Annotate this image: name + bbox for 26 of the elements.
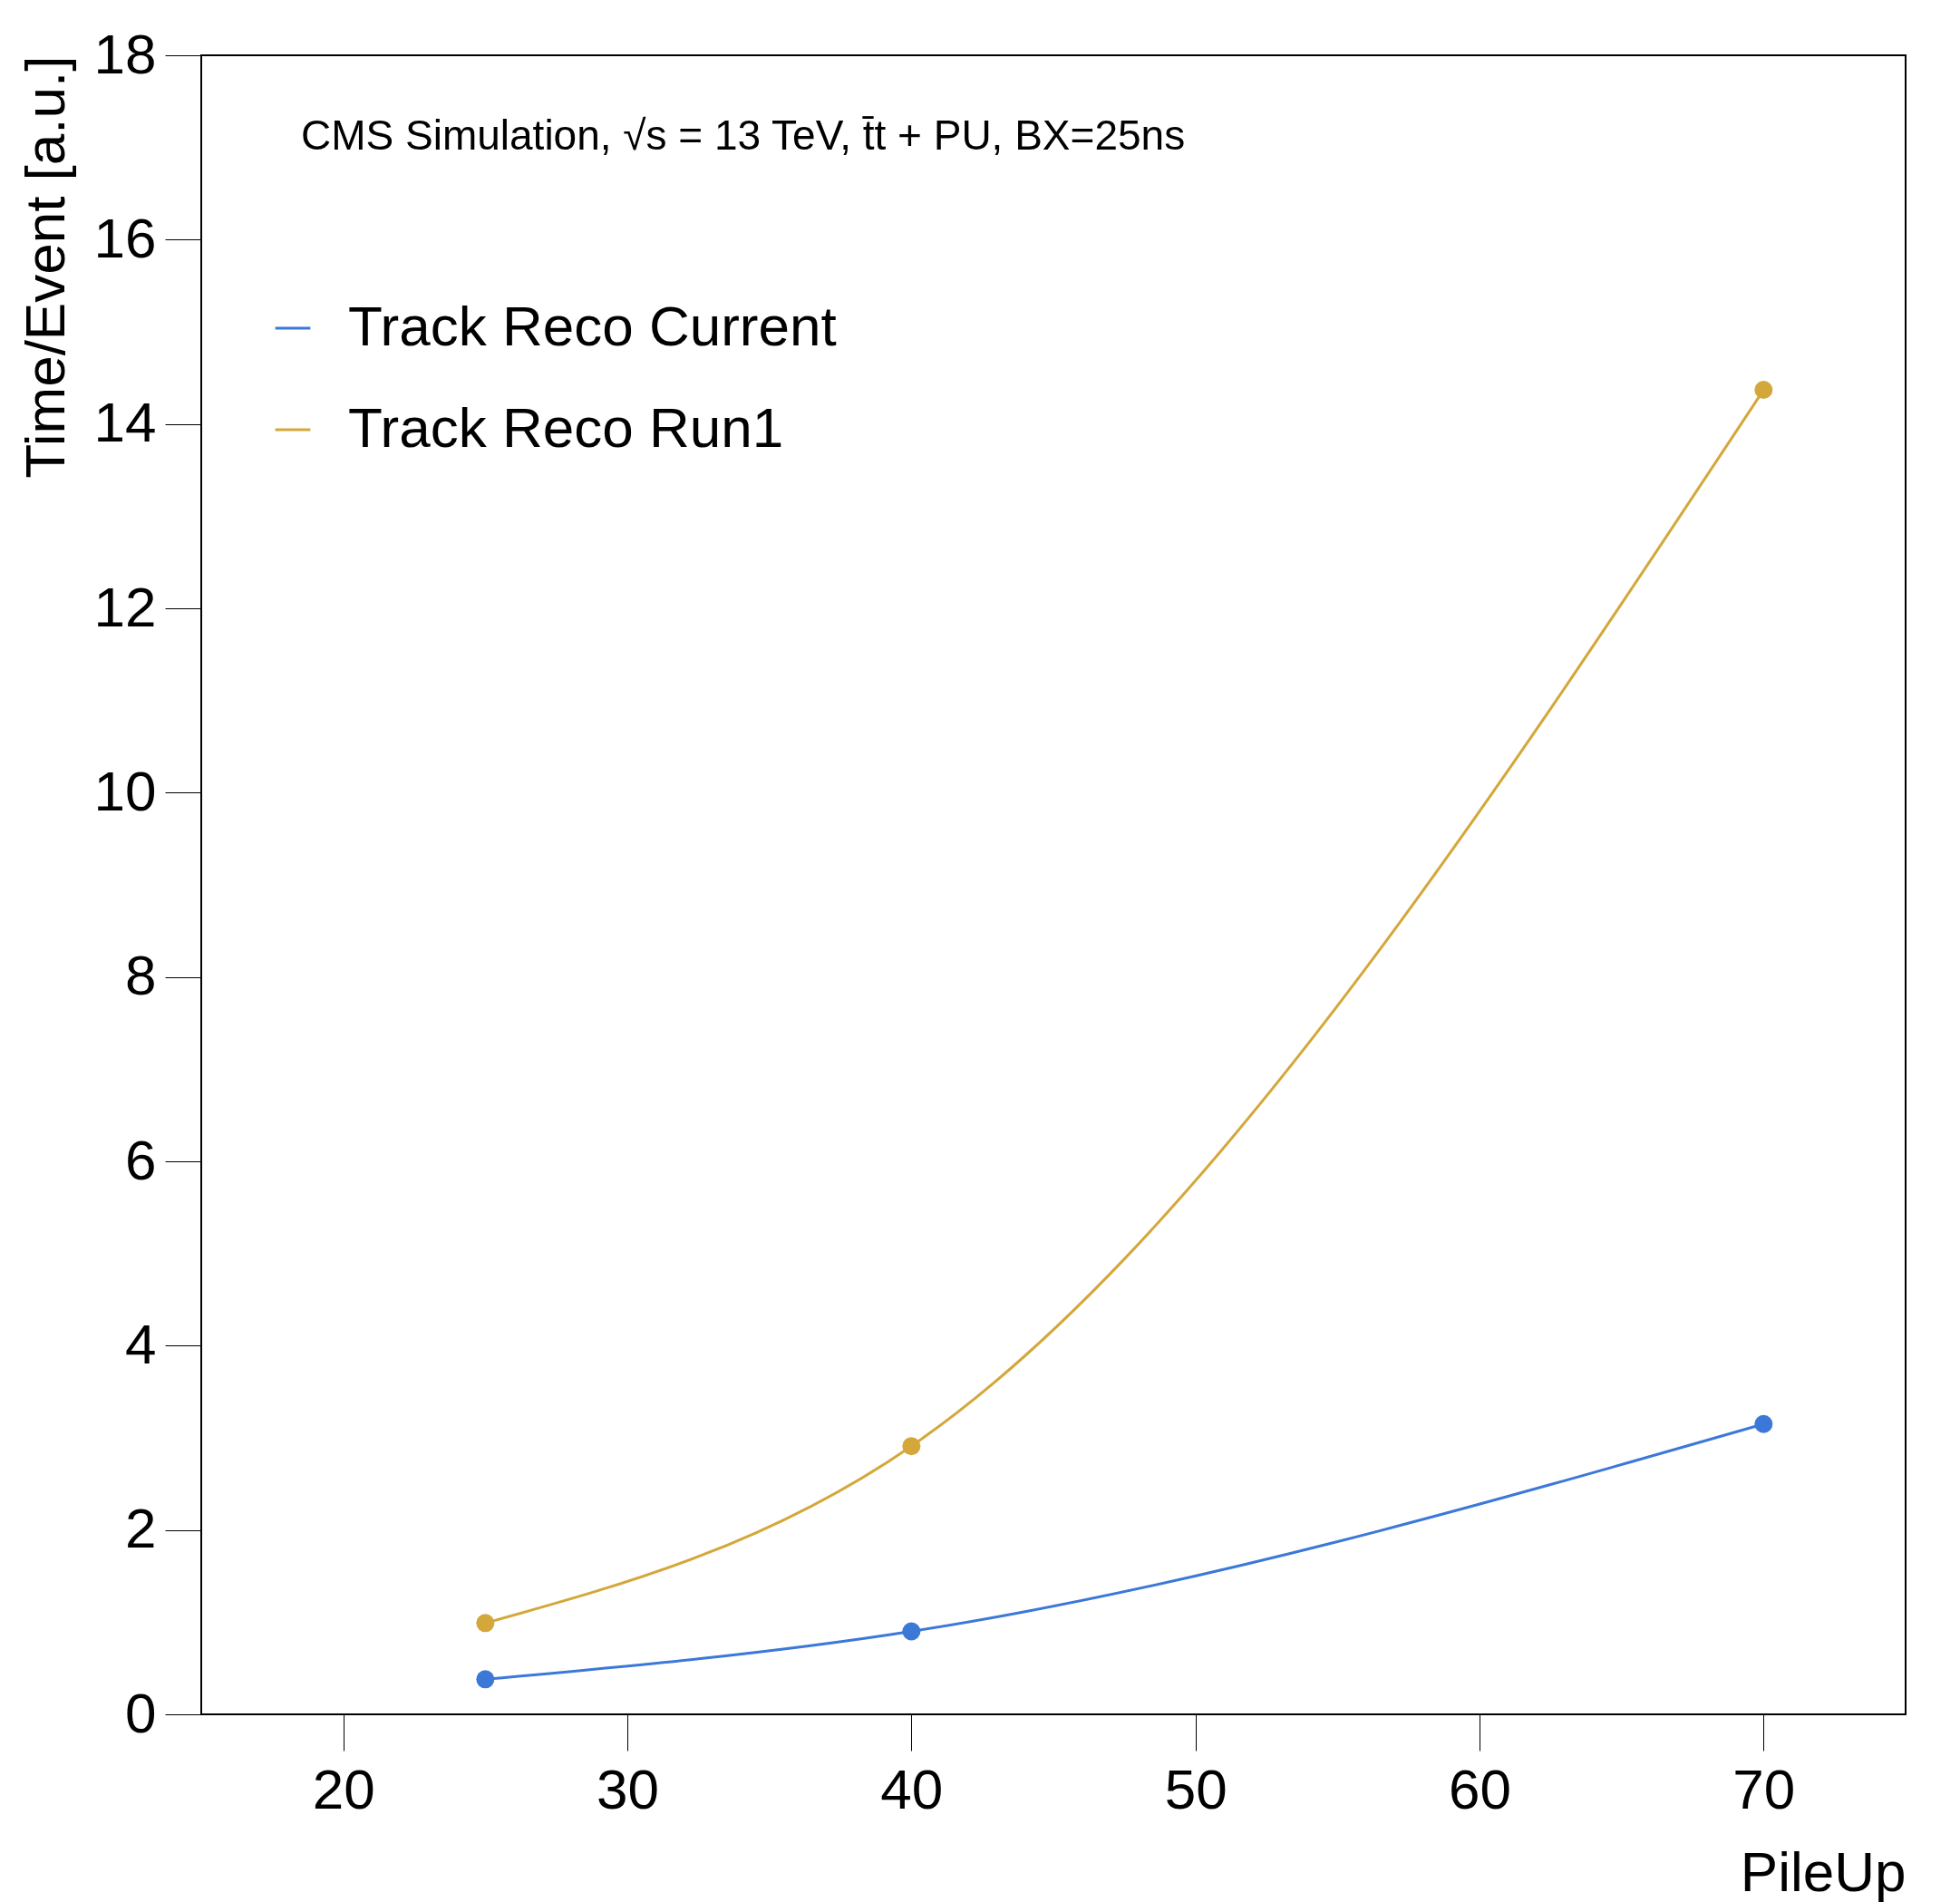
legend-label: Track Reco Run1 xyxy=(348,396,784,459)
legend-label: Track Reco Current xyxy=(348,295,837,357)
point xyxy=(476,1670,495,1689)
x-tick-label: 30 xyxy=(597,1757,659,1820)
annotation: CMS Simulation, √s = 13 TeV, t̄t + PU, BX=25ns xyxy=(301,112,1186,159)
point xyxy=(902,1437,921,1456)
y-tick-label: 12 xyxy=(93,575,157,638)
y-tick-label: 0 xyxy=(125,1681,157,1744)
y-axis-title: Time/Event [a.u.] xyxy=(13,55,76,479)
y-tick-label: 16 xyxy=(93,206,157,269)
y-tick-label: 10 xyxy=(93,759,157,822)
point xyxy=(902,1622,921,1641)
point xyxy=(1754,1414,1773,1433)
y-tick-label: 2 xyxy=(125,1497,157,1560)
x-tick-label: 60 xyxy=(1449,1757,1511,1820)
y-tick-label: 14 xyxy=(93,391,157,454)
x-tick-label: 70 xyxy=(1732,1757,1796,1820)
point xyxy=(1754,381,1773,400)
point xyxy=(476,1614,495,1633)
x-tick-label: 20 xyxy=(312,1757,375,1820)
x-tick-label: 50 xyxy=(1164,1757,1227,1820)
y-tick-label: 6 xyxy=(125,1128,157,1191)
y-tick-label: 18 xyxy=(93,22,157,85)
x-tick-label: 40 xyxy=(880,1757,944,1820)
y-tick-label: 8 xyxy=(125,944,157,1007)
y-tick-label: 4 xyxy=(125,1312,157,1375)
